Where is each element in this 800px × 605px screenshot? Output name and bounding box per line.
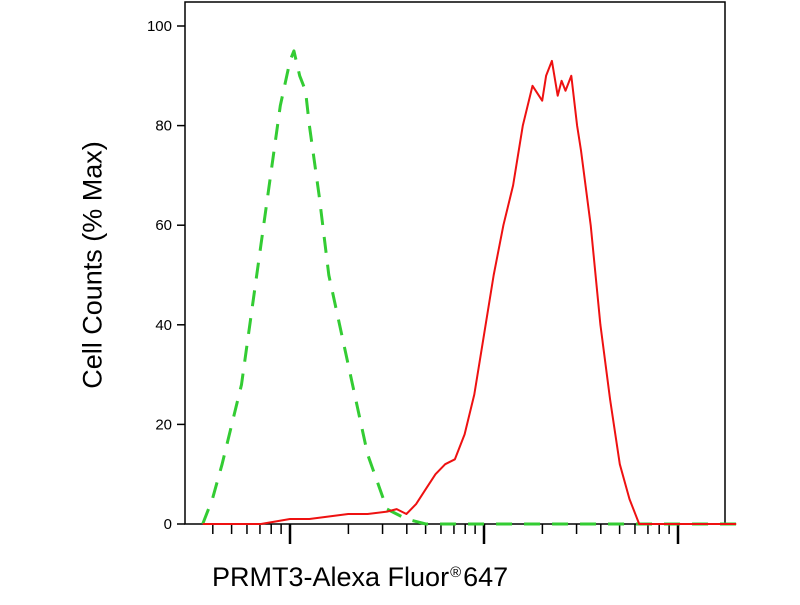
y-tick-label: 60 (155, 217, 172, 234)
series-line-solid (202, 59, 737, 525)
y-axis: 0 20 40 60 80 100 (147, 18, 185, 533)
y-tick-label: 40 (155, 317, 172, 334)
y-axis-label: Cell Counts (% Max) (77, 141, 108, 389)
y-tick-label: 80 (155, 118, 172, 135)
series-line-dashed (201, 49, 737, 526)
y-tick-label: 100 (147, 18, 172, 35)
x-axis-label-suffix: 647 (463, 562, 509, 592)
series-group (201, 49, 737, 526)
x-axis (212, 524, 680, 544)
x-axis-label-main: PRMT3-Alexa Fluor (212, 562, 450, 592)
x-axis-label: PRMT3-Alexa Fluor®647 (212, 562, 508, 593)
y-tick-label: 20 (155, 416, 172, 433)
plot-frame (184, 1, 726, 525)
y-tick-label: 0 (164, 516, 172, 533)
registered-mark: ® (450, 564, 462, 581)
